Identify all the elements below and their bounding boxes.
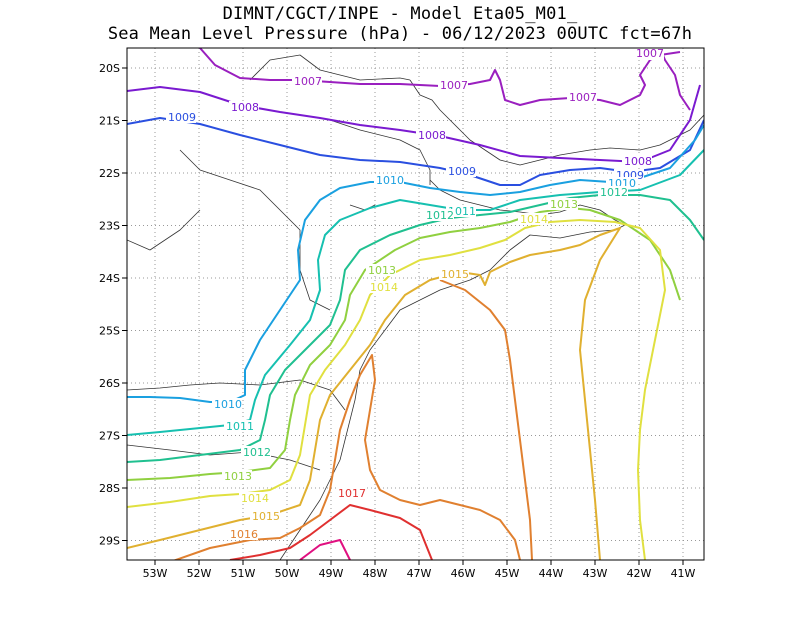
contour-label-1009: 1009: [448, 165, 476, 178]
contour-label-1010: 1010: [376, 174, 404, 187]
lat-tick-label: 25S: [99, 325, 120, 338]
contour-label-1013: 1013: [368, 264, 396, 277]
contour-label-1014: 1014: [241, 492, 269, 505]
isobar-1012: [127, 194, 704, 463]
lat-tick-label: 22S: [99, 167, 120, 180]
lon-tick-label: 53W: [143, 567, 168, 580]
contour-label-1008: 1008: [418, 129, 446, 142]
isobar-1013: [127, 207, 681, 481]
lat-tick-label: 20S: [99, 62, 120, 75]
contour-label-1007: 1007: [636, 47, 664, 60]
isobar-1017: [229, 504, 433, 560]
contour-label-1016: 1016: [230, 528, 258, 541]
contour-label-1008: 1008: [231, 101, 259, 114]
contour-label-1011: 1011: [226, 420, 254, 433]
lon-tick-label: 49W: [319, 567, 344, 580]
contour-label-1008: 1008: [624, 155, 652, 168]
contour-label-1012: 1012: [600, 186, 628, 199]
lat-tick-label: 21S: [99, 115, 120, 128]
contour-label-1017: 1017: [338, 487, 366, 500]
lon-tick-label: 50W: [275, 567, 300, 580]
lat-tick-label: 28S: [99, 482, 120, 495]
chart-subtitle: Sea Mean Level Pressure (hPa) - 06/12/20…: [107, 24, 693, 44]
contour-label-1011: 1011: [448, 205, 476, 218]
coastline: [127, 54, 704, 560]
lon-tick-label: 52W: [187, 567, 212, 580]
contour-label-1007: 1007: [569, 91, 597, 104]
lon-tick-label: 48W: [363, 567, 388, 580]
latitude-axis: 20S 21S 22S 23S 24S 25S 26S 27S 28S 29S: [99, 62, 127, 548]
lon-tick-label: 46W: [451, 567, 476, 580]
contour-label-1009: 1009: [168, 111, 196, 124]
contour-label-1014: 1014: [370, 281, 398, 294]
contour-label-1015: 1015: [252, 510, 280, 523]
lon-tick-label: 47W: [407, 567, 432, 580]
isobar-1014: [127, 219, 666, 560]
isobar-1018: [299, 539, 351, 560]
isobar-1016: [172, 279, 533, 560]
lat-tick-label: 24S: [99, 272, 120, 285]
contour-label-1012: 1012: [243, 446, 271, 459]
lat-tick-label: 29S: [99, 535, 120, 548]
grid-lines: [127, 48, 704, 560]
contour-label-1010: 1010: [214, 398, 242, 411]
map-frame: [126, 47, 705, 561]
lat-tick-label: 27S: [99, 430, 120, 443]
lat-tick-label: 23S: [99, 220, 120, 233]
contour-label-1007: 1007: [440, 79, 468, 92]
lon-tick-label: 43W: [583, 567, 608, 580]
lon-tick-label: 41W: [671, 567, 696, 580]
contour-label-1013: 1013: [550, 198, 578, 211]
chart-title: DIMNT/CGCT/INPE - Model Eta05_M01_: [222, 4, 578, 24]
lon-tick-label: 45W: [495, 567, 520, 580]
isobar-1008: [127, 84, 701, 163]
lon-tick-label: 51W: [231, 567, 256, 580]
contour-label-1013: 1013: [224, 470, 252, 483]
contour-label-1015: 1015: [441, 268, 469, 281]
lon-tick-label: 44W: [539, 567, 564, 580]
lat-tick-label: 26S: [99, 377, 120, 390]
contour-label-1012: 1012: [426, 209, 454, 222]
longitude-axis: 53W 52W 51W 50W 49W 48W 47W 46W 45W 44W 43W 42W 41W: [143, 560, 696, 580]
contour-label-1014: 1014: [520, 213, 548, 226]
contour-label-1007: 1007: [294, 75, 322, 88]
isobar-1015: [127, 227, 621, 560]
lon-tick-label: 42W: [627, 567, 652, 580]
isobar-1010: [127, 124, 704, 403]
